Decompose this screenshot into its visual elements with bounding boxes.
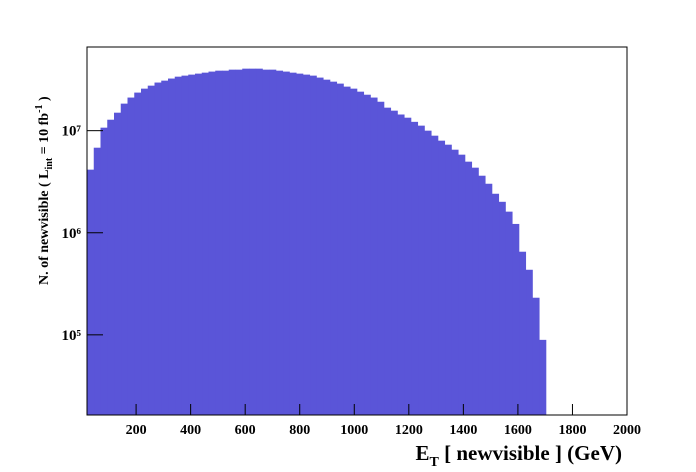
y-tick-label: 10⁷ [62,124,82,140]
bar [114,112,122,416]
bar [154,82,162,415]
bar [417,125,425,415]
bar [458,154,466,415]
x-tick-label: 1000 [340,423,368,438]
bar [249,68,257,416]
x-tick-label: 200 [126,423,147,438]
bar [289,72,297,416]
bar [404,117,412,416]
bar [539,339,547,415]
bar [141,88,149,415]
bar [336,83,344,415]
bar [357,91,365,415]
bar [195,73,203,415]
bar [492,193,500,415]
bar [309,75,317,415]
y-tick-label: 10⁶ [62,226,82,242]
bar [451,149,459,415]
bar [174,76,182,415]
bar [485,183,493,415]
bar [370,97,378,415]
bar [444,144,452,416]
bar [276,70,284,416]
y-tick-label: 10⁵ [62,328,82,344]
x-tick-label: 1400 [449,423,477,438]
bar [120,103,128,415]
bar [262,69,270,415]
bar [471,167,479,415]
bar [100,127,108,415]
bar [134,92,142,415]
bar [397,114,405,415]
bar [424,130,432,415]
bar [431,135,439,415]
bar [242,68,250,416]
bar [519,251,527,415]
bar [296,73,304,415]
bar [316,77,324,415]
x-tick-label: 1800 [558,423,586,438]
bar [181,75,189,415]
bar [478,175,486,415]
bar [222,70,230,416]
bar [343,86,351,415]
x-tick-label: 2000 [613,423,641,438]
bar [438,140,446,416]
bar [215,70,223,416]
x-tick-label: 800 [289,423,310,438]
bar [93,147,101,416]
x-tick-label: 1200 [395,423,423,438]
bar [228,69,236,415]
x-axis-title: ET [ newvisible ] (GeV) [416,441,623,470]
bar [330,81,338,416]
bar [525,269,533,415]
bar [411,121,419,416]
bar [168,78,176,415]
y-axis-title: N. of newvisible ( Lint = 10 fb-1 ) [34,96,55,285]
bar [255,68,263,416]
bar [505,211,513,415]
x-tick-label: 400 [180,423,201,438]
x-tick-label: 1600 [504,423,532,438]
y-title-part: N. of newvisible ( L [37,170,52,286]
bar [188,74,196,416]
y-title-part: = 10 fb [37,113,52,158]
x-title-sub: T [430,455,440,470]
bar [350,88,358,415]
bar [390,110,398,416]
plot-frame [86,46,628,416]
bar [235,69,243,415]
bar [532,297,540,415]
x-title-part: [ newvisible ] (GeV) [439,441,622,465]
bar [161,80,169,415]
bar [147,85,155,416]
bar [269,69,277,415]
y-title-part: ) [37,96,52,105]
bar [127,97,135,415]
y-title-sub: int [44,157,55,169]
bar [384,107,392,415]
bar [208,71,216,416]
bar [465,161,473,415]
bar [107,119,115,415]
bar [323,79,331,416]
bar [363,94,371,415]
bar [498,201,506,415]
x-tick-label: 600 [235,423,256,438]
bar [303,74,311,416]
bar [512,223,520,415]
bar [377,101,385,415]
bar [282,71,290,416]
bar [201,72,209,416]
bar [87,169,95,415]
y-title-sup: -1 [34,105,45,113]
x-title-part: E [416,441,430,465]
